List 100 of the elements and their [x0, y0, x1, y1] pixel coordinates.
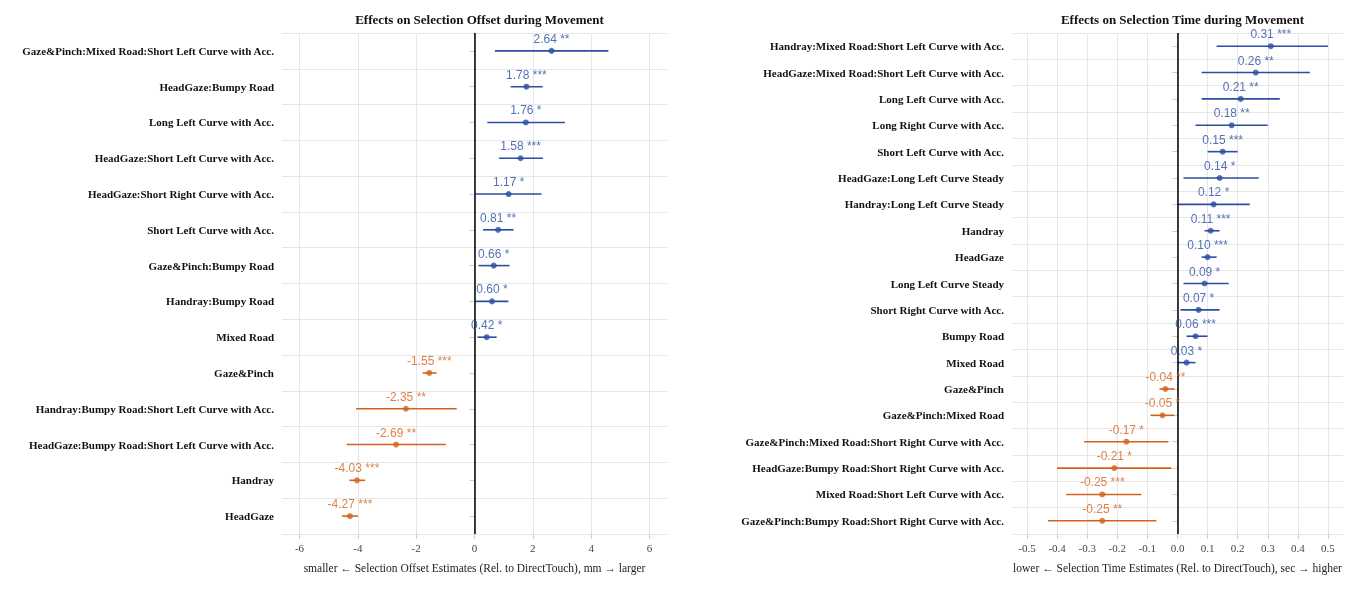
data-label: 0.07 * — [1182, 290, 1215, 305]
chart-title: Effects on Selection Offset during Movement — [355, 12, 605, 27]
point — [548, 47, 555, 54]
x-tick-label: 4 — [588, 541, 595, 554]
y-tick-label: Mixed Road — [946, 356, 1004, 369]
point — [490, 262, 497, 269]
y-tick-label: Long Left Curve with Acc. — [879, 92, 1005, 105]
data-label: 2.64 ** — [533, 31, 570, 46]
y-tick-label: HeadGaze:Mixed Road:Short Left Curve with Acc. — [763, 66, 1005, 79]
x-tick-label: -2 — [411, 541, 421, 554]
data-label: 0.21 ** — [1222, 79, 1260, 94]
data-label: 0.15 *** — [1202, 132, 1244, 147]
data-label: 1.17 * — [492, 175, 525, 190]
data-label: -0.25 *** — [1079, 475, 1125, 490]
y-tick-label: Long Left Curve with Acc. — [149, 116, 275, 129]
y-tick-label: HeadGaze:Long Left Curve Steady — [838, 172, 1005, 185]
y-tick-label: Bumpy Road — [941, 330, 1004, 343]
point — [1267, 43, 1274, 50]
y-tick-label: Short Left Curve with Acc. — [147, 223, 275, 236]
data-label: 0.11 *** — [1190, 211, 1231, 226]
point — [1192, 333, 1199, 340]
point — [1111, 465, 1118, 472]
data-label: -4.03 *** — [334, 461, 380, 476]
x-tick-label: 0.3 — [1260, 541, 1276, 554]
y-tick-label: Gaze&Pinch:Bumpy Road:Short Right Curve with Acc. — [741, 514, 1005, 527]
data-label: 0.26 ** — [1237, 53, 1275, 68]
y-tick-label: Handray — [231, 474, 275, 487]
data-label: 0.60 * — [476, 282, 509, 297]
point — [495, 226, 502, 233]
y-tick-label: Handray:Bumpy Road — [166, 295, 274, 308]
point — [1228, 122, 1235, 129]
point — [489, 298, 495, 305]
point — [1162, 385, 1169, 392]
data-label: 1.76 * — [510, 103, 542, 118]
x-tick-label: 0.2 — [1230, 541, 1245, 554]
point — [1159, 412, 1166, 419]
point — [1099, 517, 1106, 524]
point — [1219, 148, 1226, 155]
y-tick-label: Gaze&Pinch — [214, 366, 274, 379]
y-tick-label: Mixed Road — [216, 331, 274, 344]
y-tick-label: Short Right Curve with Acc. — [870, 303, 1005, 316]
point — [426, 369, 433, 376]
x-tick-label: 6 — [646, 541, 653, 554]
y-tick-label: Gaze&Pinch:Mixed Road:Short Right Curve with Acc. — [745, 435, 1005, 448]
point — [1204, 254, 1211, 261]
point — [1216, 175, 1223, 182]
y-tick-label: Gaze&Pinch — [944, 382, 1004, 395]
x-tick-label: -0.3 — [1078, 541, 1097, 554]
y-tick-label: Mixed Road:Short Left Curve with Acc. — [815, 488, 1005, 501]
data-label: 0.12 * — [1197, 185, 1230, 200]
point — [1099, 491, 1106, 498]
data-label: -4.27 *** — [327, 497, 373, 512]
point — [522, 119, 529, 126]
y-tick-label: Handray:Mixed Road:Short Left Curve with Acc. — [769, 40, 1005, 53]
data-label: 1.78 *** — [506, 67, 548, 82]
y-tick-label: Gaze&Pinch:Mixed Road:Short Left Curve with Acc. — [22, 44, 275, 57]
y-tick-label: Handray — [961, 224, 1005, 237]
data-label: 0.09 * — [1188, 264, 1221, 279]
point — [517, 155, 524, 162]
y-tick-label: HeadGaze:Short Left Curve with Acc. — [94, 152, 275, 165]
y-tick-label: Short Left Curve with Acc. — [877, 145, 1005, 158]
x-tick-label: 2 — [530, 541, 536, 554]
data-label: 0.81 ** — [480, 210, 517, 225]
point — [353, 477, 360, 484]
x-axis-title: lower ← Selection Time Estimates (Rel. to DirectTouch), sec → higher — [1013, 562, 1343, 575]
data-label: -0.21 * — [1096, 449, 1133, 464]
x-axis-title: smaller ← Selection Offset Estimates (Rel. to DirectTouch), mm → larger — [303, 562, 646, 575]
y-tick-label: HeadGaze — [225, 510, 275, 523]
data-label: 0.31 *** — [1250, 27, 1292, 42]
point — [1237, 95, 1244, 102]
data-label: 0.10 *** — [1187, 238, 1229, 253]
y-tick-label: Long Right Curve with Acc. — [872, 119, 1005, 132]
data-label: -2.69 ** — [376, 425, 417, 440]
y-tick-label: Gaze&Pinch:Bumpy Road — [148, 259, 274, 272]
data-label: 1.58 *** — [500, 139, 542, 154]
data-label: -0.05 * — [1144, 396, 1181, 411]
x-tick-label: -6 — [294, 541, 305, 554]
point — [402, 405, 409, 412]
chart-title: Effects on Selection Time during Movement — [1060, 12, 1305, 27]
data-label: -0.25 ** — [1082, 501, 1123, 516]
x-tick-label: 0.0 — [1170, 541, 1185, 554]
x-tick-label: -4 — [353, 541, 363, 554]
data-label: 0.66 * — [478, 246, 510, 261]
point — [1201, 280, 1208, 287]
y-tick-label: HeadGaze:Bumpy Road:Short Left Curve with Acc. — [28, 438, 275, 451]
data-label: 0.14 * — [1203, 159, 1236, 174]
x-tick-label: -0.5 — [1018, 541, 1037, 554]
x-tick-label: 0 — [471, 541, 478, 554]
point — [346, 513, 353, 520]
y-tick-label: HeadGaze:Bumpy Road:Short Right Curve with Acc. — [752, 462, 1005, 475]
y-tick-label: HeadGaze:Bumpy Road — [159, 80, 274, 93]
y-tick-label: Gaze&Pinch:Mixed Road — [882, 409, 1004, 422]
y-tick-label: HeadGaze:Short Right Curve with Acc. — [87, 188, 275, 201]
point — [1183, 359, 1190, 366]
y-tick-label: Handray:Long Left Curve Steady — [844, 198, 1005, 211]
point — [393, 441, 400, 448]
x-tick-label: -0.2 — [1108, 541, 1127, 554]
data-label: -2.35 ** — [385, 389, 427, 404]
point — [505, 191, 512, 198]
point — [1195, 306, 1202, 313]
